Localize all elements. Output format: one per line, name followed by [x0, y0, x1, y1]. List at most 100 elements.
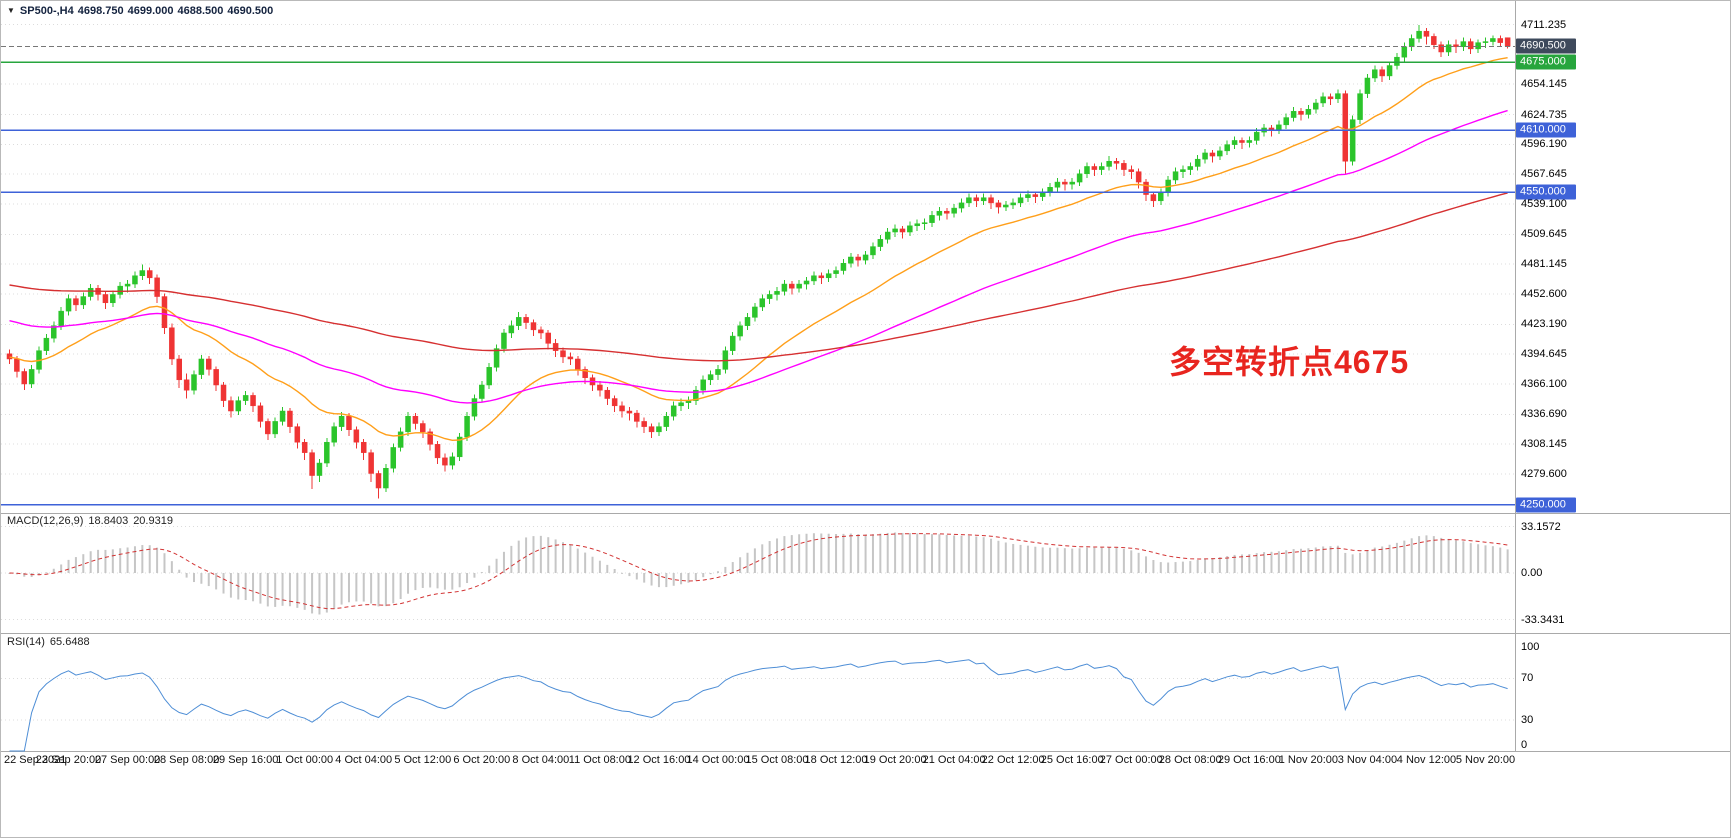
macd-histogram-bar [1071, 548, 1074, 573]
candle-body [1342, 93, 1349, 162]
candle-body [980, 197, 987, 202]
candle-body [1032, 194, 1039, 197]
ohlc-open: 4698.750 [77, 5, 124, 17]
macd-histogram-bar [1462, 541, 1465, 573]
price-axis-label: 4654.145 [1521, 78, 1567, 91]
macd-histogram-bar [798, 534, 801, 573]
time-axis-label: 11 Oct 08:00 [568, 754, 631, 766]
macd-histogram-bar [1322, 546, 1325, 573]
macd-histogram-bar [488, 565, 491, 573]
candle-body [1076, 173, 1083, 183]
macd-histogram-bar [1381, 546, 1384, 573]
candle-body [1431, 36, 1437, 45]
macd-histogram-bar [613, 569, 616, 573]
candle-body [1394, 56, 1400, 66]
candle-body [1475, 42, 1481, 50]
symbol-dropdown-icon[interactable]: ▼ [7, 6, 15, 15]
candle-body [1313, 102, 1319, 110]
candle-body [1172, 171, 1179, 181]
macd-histogram-bar [1270, 551, 1273, 573]
time-axis-label: 14 Oct 00:00 [686, 754, 750, 766]
macd-histogram-bar [178, 569, 181, 573]
macd-histogram-bar [1240, 554, 1243, 573]
macd-histogram-bar [576, 548, 579, 573]
macd-histogram-bar [311, 573, 314, 614]
candle-body [604, 389, 611, 399]
candle-body [1025, 194, 1031, 198]
chart-annotation[interactable]: 多空转折点4675 [1169, 344, 1410, 380]
time-axis-label: 5 Oct 12:00 [394, 754, 452, 766]
macd-signal-line [9, 533, 1508, 610]
candle-body [1135, 171, 1142, 183]
candle-body [73, 298, 79, 306]
macd-histogram-bar [429, 573, 432, 588]
macd-histogram-bar [901, 532, 904, 573]
candle-body [1158, 192, 1164, 202]
candle-body [1194, 158, 1201, 167]
macd-histogram-bar [1152, 559, 1155, 573]
macd-histogram-bar [1255, 553, 1258, 573]
time-axis-label: 22 Sep 2021 [4, 754, 67, 766]
macd-histogram-bar [768, 541, 771, 573]
candle-body [678, 402, 684, 407]
macd-histogram-bar [746, 552, 749, 573]
candle-body [309, 452, 315, 476]
macd-histogram-bar [702, 573, 705, 578]
price-axis-label: 4567.645 [1521, 168, 1567, 181]
macd-histogram-bar [38, 573, 41, 576]
candle-body [626, 410, 633, 414]
macd-histogram-bar [1137, 552, 1140, 573]
macd-histogram-bar [628, 573, 631, 577]
time-axis-label: 25 Oct 16:00 [1040, 754, 1104, 766]
ohlc-close: 4690.500 [227, 5, 274, 17]
macd-histogram-bar [1373, 547, 1376, 573]
macd-indicator-label: MACD(12,26,9) 18.8403 20.9319 [7, 515, 178, 527]
candle-body [1497, 38, 1504, 43]
macd-histogram-bar [569, 544, 572, 573]
candle-body [995, 202, 1002, 208]
macd-panel-splitter[interactable] [1, 512, 1730, 515]
rsi-panel-splitter[interactable] [1, 632, 1730, 635]
rsi-axis-label: 0 [1521, 739, 1528, 751]
macd-histogram-bar [74, 557, 77, 573]
candle-body [65, 298, 72, 312]
candle-body [907, 225, 913, 233]
time-axis-label: 3 Nov 04:00 [1337, 754, 1398, 766]
candle-body [774, 291, 780, 295]
candle-body [560, 350, 566, 358]
macd-histogram-bar [274, 573, 277, 607]
macd-histogram-bar [23, 573, 26, 577]
last-price-badge: 4690.500 [1516, 38, 1576, 54]
candle-body [213, 369, 219, 386]
candle-body [1408, 38, 1415, 48]
candle-body [789, 283, 795, 289]
macd-histogram-bar [259, 573, 262, 604]
candle-body [796, 283, 802, 289]
macd-histogram-bar [1359, 552, 1362, 573]
candle-body [1209, 152, 1216, 157]
macd-histogram-bar [355, 573, 358, 602]
macd-histogram-bar [252, 573, 255, 602]
candle-body [338, 415, 345, 427]
macd-histogram-bar [281, 573, 284, 606]
macd-histogram-bar [871, 534, 874, 573]
time-axis-label: 4 Nov 12:00 [1396, 754, 1457, 766]
macd-histogram-bar [1218, 557, 1221, 573]
macd-histogram-bar [67, 559, 70, 573]
macd-histogram-bar [347, 573, 350, 603]
candle-body [220, 384, 227, 401]
candle-body [1276, 124, 1282, 131]
candle-body [929, 215, 935, 223]
macd-histogram-bar [200, 573, 203, 584]
candle-body [1084, 166, 1090, 174]
macd-histogram-bar [1300, 548, 1302, 573]
candle-body [471, 398, 478, 417]
macd-histogram-bar [716, 571, 719, 573]
macd-histogram-bar [185, 573, 188, 578]
macd-histogram-bar [812, 533, 815, 573]
macd-histogram-bar [1226, 556, 1229, 573]
macd-histogram-bar [215, 573, 218, 590]
macd-histogram-bar [1277, 551, 1280, 573]
candle-body [597, 384, 603, 391]
